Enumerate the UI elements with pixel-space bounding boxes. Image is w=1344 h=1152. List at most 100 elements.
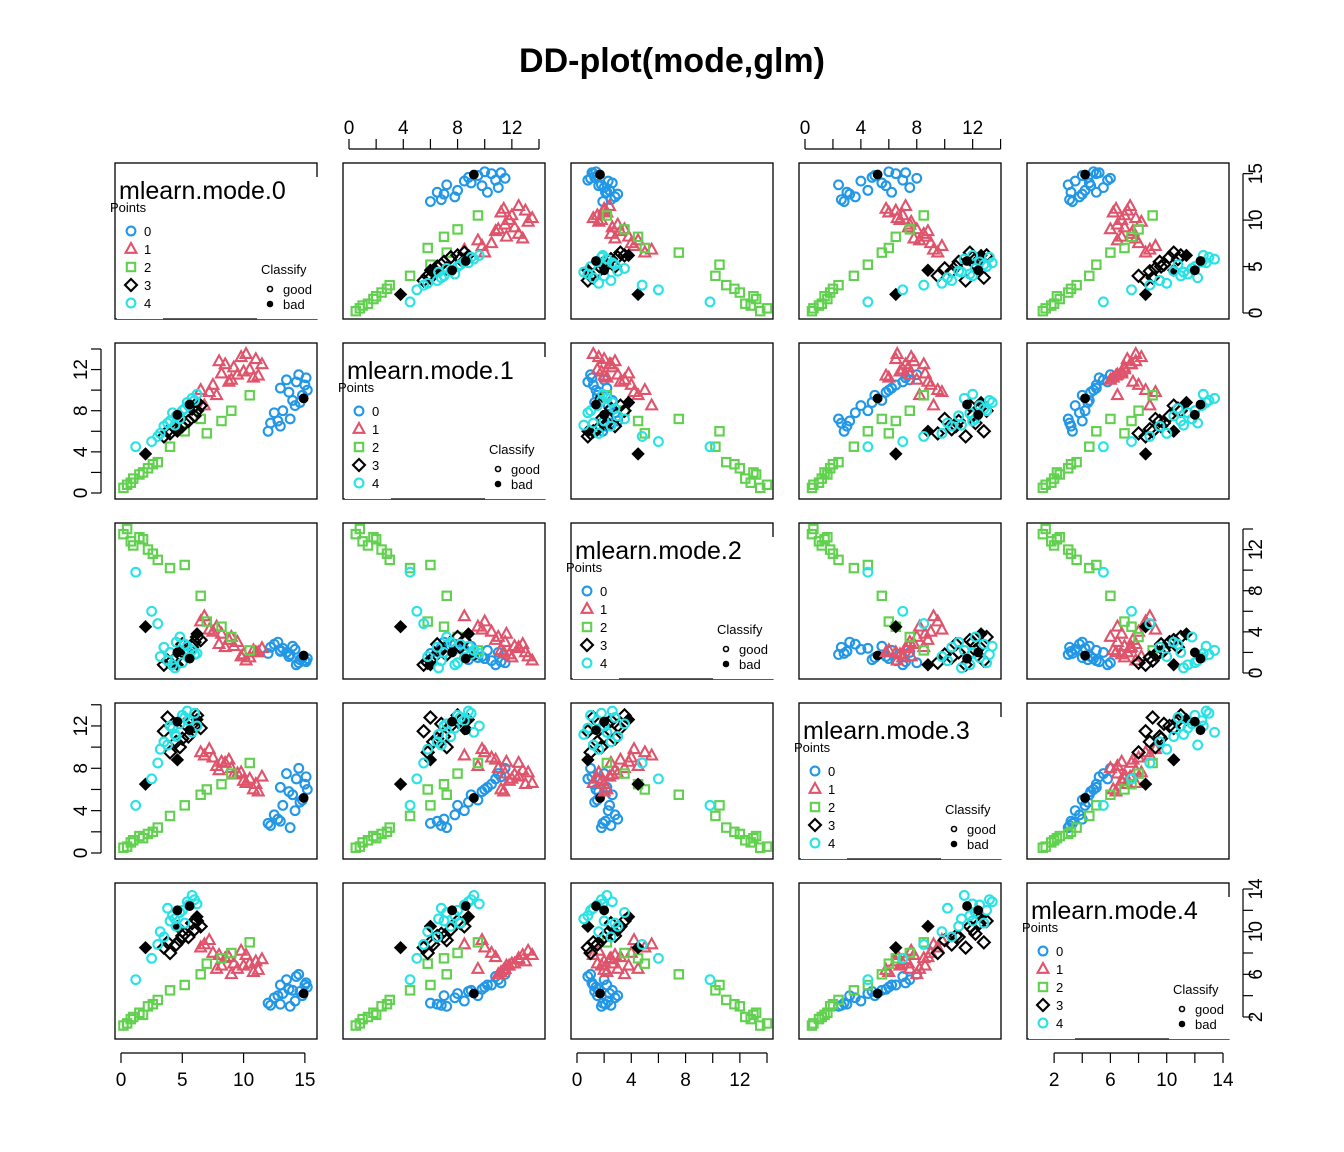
data-point	[246, 964, 261, 978]
data-point	[978, 403, 990, 415]
legend-points-title: Points	[1022, 920, 1059, 935]
data-point	[1126, 773, 1137, 785]
data-point	[435, 194, 447, 206]
legend-classify-label: bad	[511, 477, 533, 492]
data-point	[962, 653, 972, 664]
data-point	[599, 964, 615, 978]
data-point	[619, 224, 630, 235]
data-point	[501, 211, 517, 225]
tick-label: 10	[233, 1070, 254, 1091]
data-point	[424, 817, 436, 829]
data-point	[862, 426, 874, 437]
panel-0-4	[1026, 162, 1230, 320]
data-point	[233, 648, 249, 662]
data-point	[1144, 430, 1156, 442]
data-point	[1084, 270, 1095, 282]
data-point	[637, 744, 653, 758]
data-point	[393, 777, 408, 791]
data-point	[595, 169, 605, 180]
data-point	[603, 225, 619, 239]
data-point	[1128, 345, 1143, 359]
data-point	[606, 705, 618, 717]
data-point	[511, 754, 526, 768]
tick-label: 15	[294, 1070, 315, 1091]
data-point	[262, 817, 274, 829]
data-point	[236, 957, 251, 971]
data-point	[827, 283, 839, 295]
data-point	[878, 200, 894, 214]
data-point	[138, 447, 153, 461]
data-point	[226, 405, 237, 416]
data-point	[362, 298, 374, 309]
data-point	[1148, 621, 1163, 635]
legend-label: 0	[144, 224, 151, 239]
data-point	[381, 826, 393, 838]
data-point	[146, 773, 158, 785]
data-point	[201, 428, 213, 439]
data-point	[606, 896, 618, 908]
data-point	[587, 272, 599, 284]
axis-left-1: 0 4 8 12	[71, 348, 102, 498]
data-point	[673, 413, 685, 425]
data-point	[1105, 247, 1116, 258]
legend-classify-label: good	[739, 642, 768, 657]
data-point	[244, 645, 255, 656]
data-point	[462, 640, 474, 652]
data-point	[496, 200, 511, 214]
data-point	[431, 931, 443, 943]
data-point	[1122, 356, 1138, 370]
data-point	[973, 647, 984, 658]
data-point	[1080, 169, 1090, 180]
data-point	[1076, 415, 1088, 427]
data-point	[906, 230, 922, 244]
data-point	[370, 291, 382, 302]
data-point	[1048, 540, 1060, 551]
data-point	[596, 200, 612, 214]
data-point	[1209, 253, 1221, 265]
data-point	[447, 716, 458, 727]
data-point	[953, 636, 965, 648]
legend-classify-title: Classify	[945, 802, 991, 817]
data-point	[172, 932, 188, 948]
panel-0-1	[342, 162, 546, 320]
data-point	[833, 456, 844, 468]
data-point	[1125, 631, 1141, 645]
data-point	[190, 910, 204, 924]
data-point	[1167, 658, 1181, 672]
data-point	[1145, 709, 1161, 725]
legend-marker	[123, 277, 139, 293]
data-point	[909, 371, 924, 385]
data-point	[1145, 270, 1161, 286]
data-point	[156, 940, 172, 956]
data-point	[934, 384, 950, 398]
data-point	[872, 393, 883, 404]
data-point	[474, 621, 490, 635]
data-point	[630, 387, 646, 401]
axis-right-2: 0 4 8 12	[1242, 528, 1267, 678]
data-point	[631, 287, 645, 302]
panel-1-3	[798, 342, 1002, 500]
data-point	[441, 631, 453, 643]
data-point	[457, 936, 472, 950]
data-point	[596, 783, 612, 797]
data-point	[921, 263, 935, 277]
data-point	[897, 952, 909, 964]
data-point	[1097, 441, 1109, 453]
data-point	[438, 813, 450, 825]
data-point	[1128, 210, 1143, 224]
data-point	[1161, 743, 1173, 755]
data-point	[1126, 415, 1137, 427]
data-point	[585, 934, 601, 950]
data-point	[495, 167, 507, 179]
data-point	[205, 376, 221, 390]
data-point	[393, 620, 408, 634]
data-point	[191, 720, 203, 732]
data-point	[901, 638, 916, 652]
data-point	[1076, 188, 1088, 200]
data-point	[283, 786, 295, 798]
data-point	[612, 731, 624, 742]
data-point	[418, 939, 430, 950]
data-point	[1142, 241, 1157, 255]
data-point	[1062, 828, 1074, 840]
data-point	[244, 757, 255, 769]
